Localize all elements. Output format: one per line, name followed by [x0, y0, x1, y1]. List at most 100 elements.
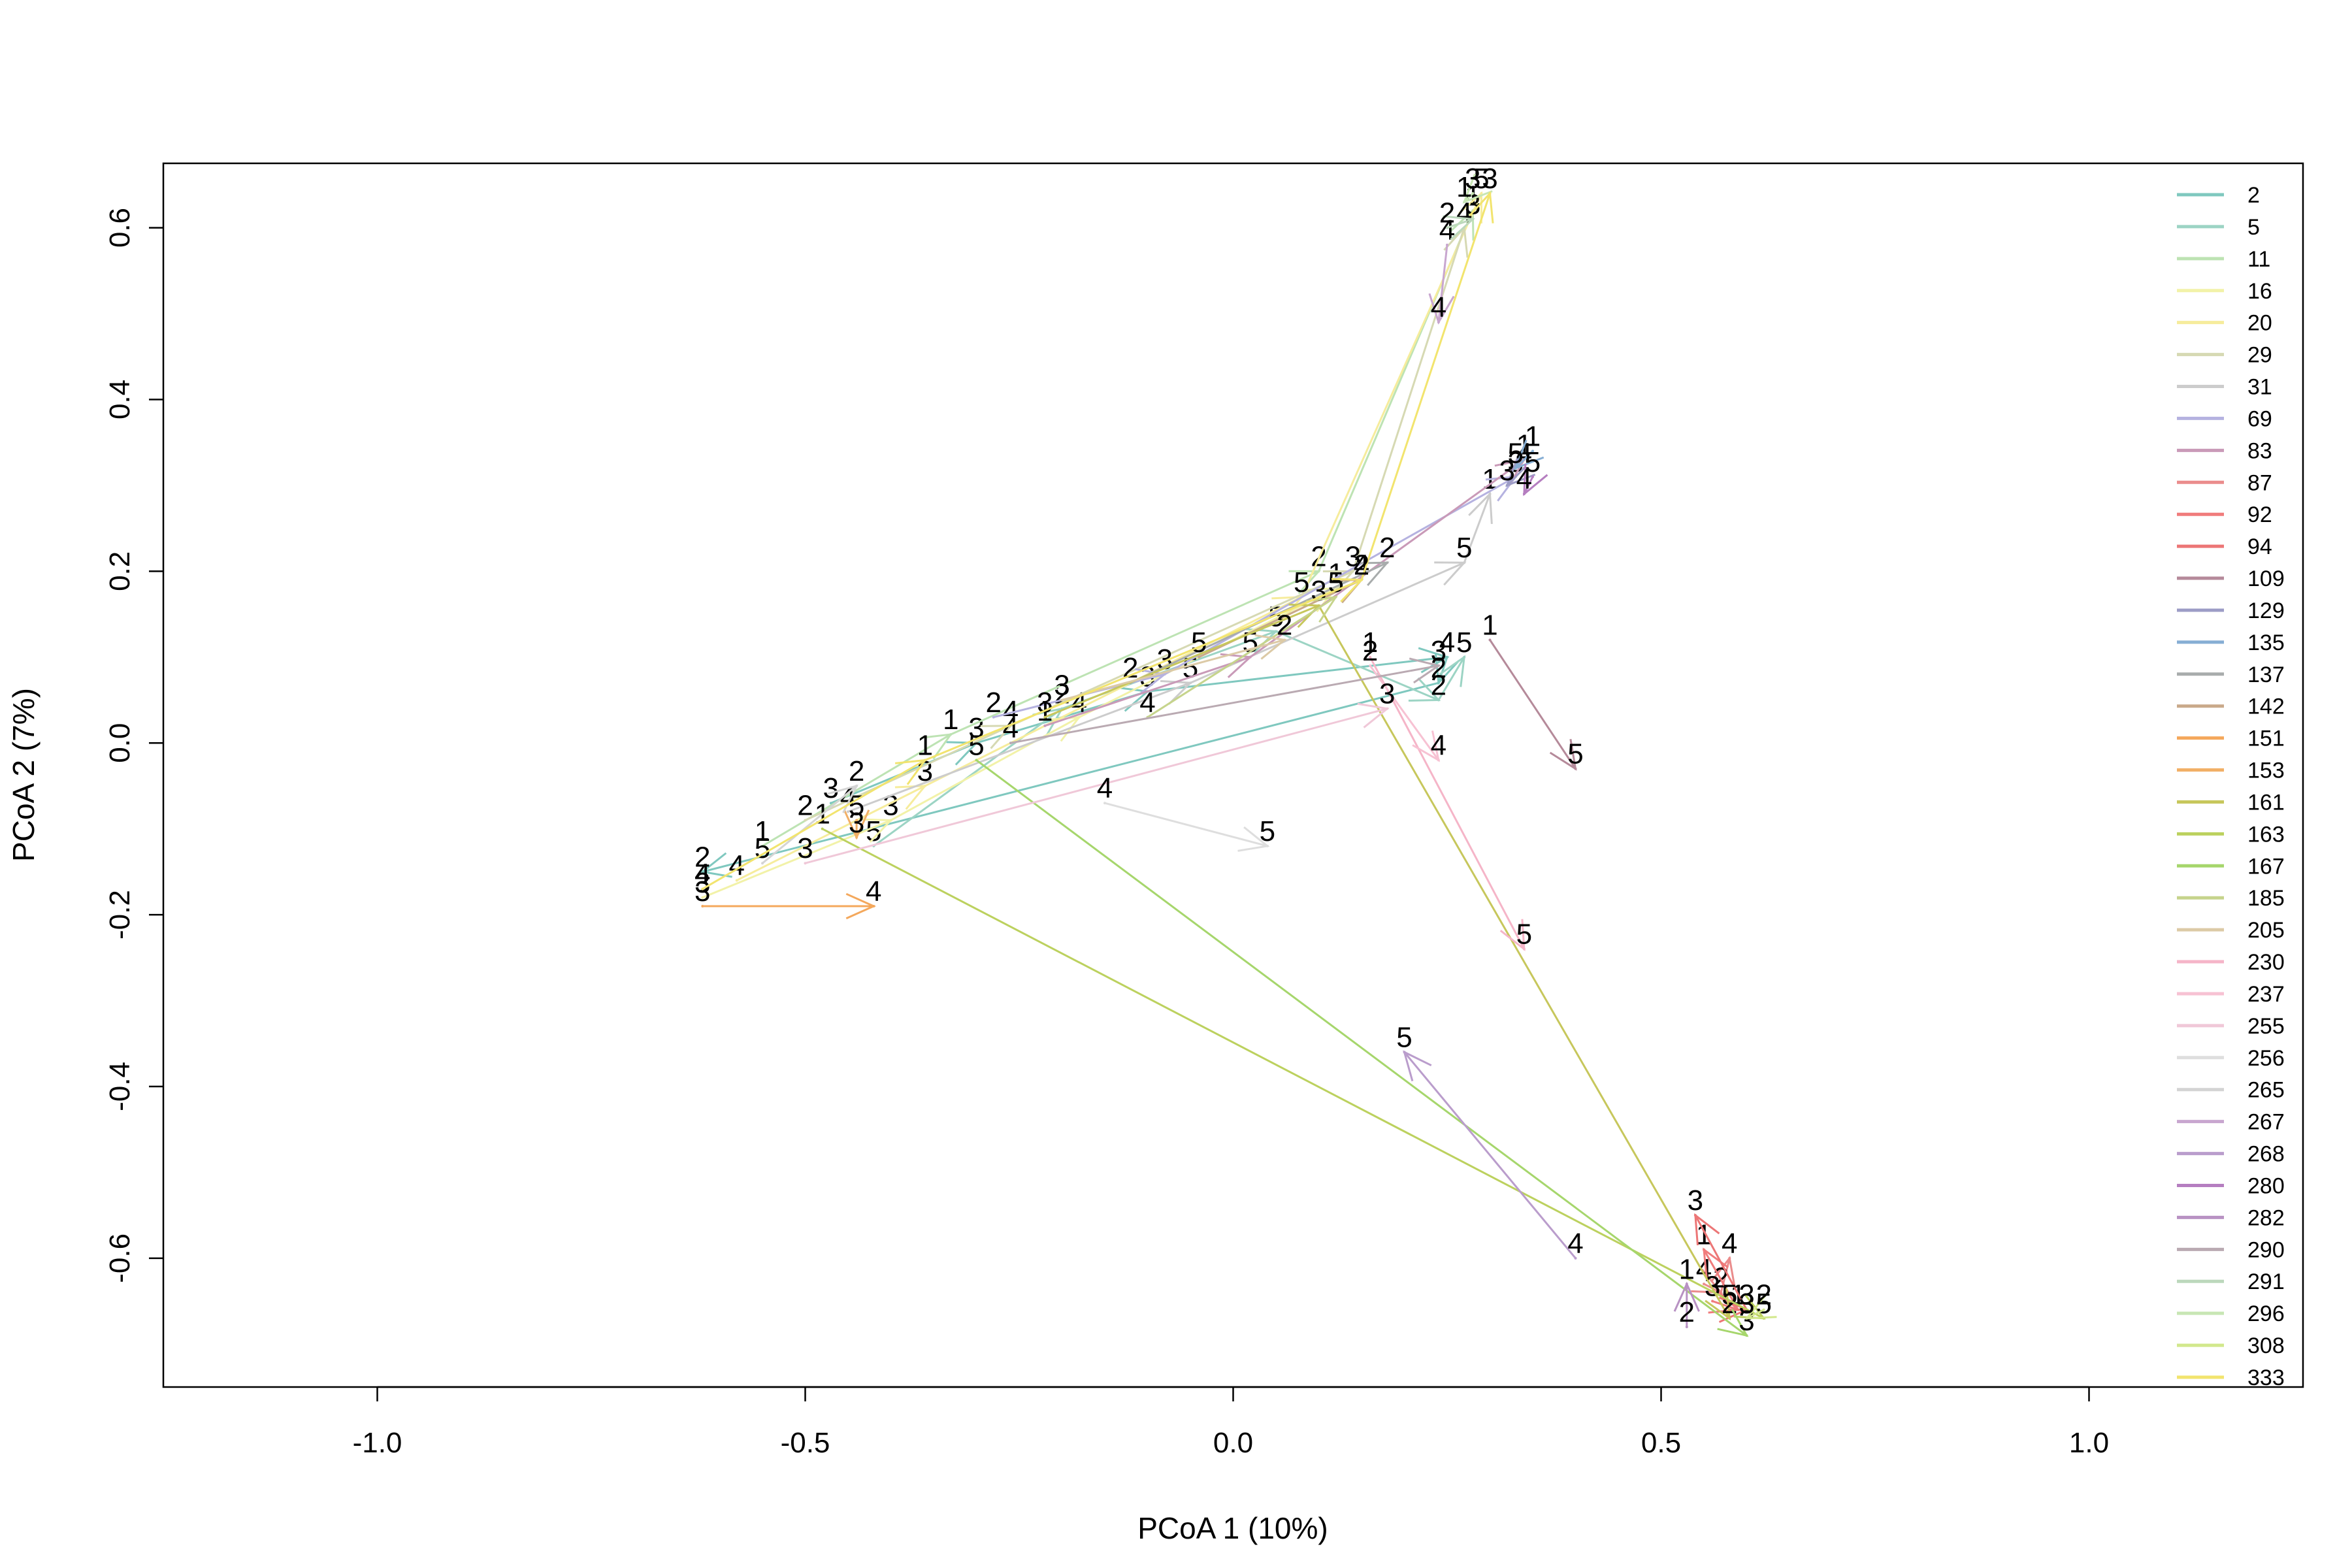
legend-label: 205	[2247, 918, 2285, 943]
data-point	[735, 879, 738, 882]
point-label: 5	[1473, 163, 1489, 195]
point-label: 3	[694, 867, 710, 899]
data-point	[1522, 493, 1526, 496]
point-label: 4	[1516, 463, 1532, 495]
point-label: 4	[1439, 214, 1455, 246]
series-282: 21	[1673, 1253, 1700, 1328]
data-point	[1745, 1316, 1748, 1320]
y-tick-label: 0.2	[104, 551, 136, 591]
legend-item: 20	[2177, 311, 2272, 336]
point-label: 2	[1679, 1296, 1695, 1328]
legend-label: 2	[2247, 183, 2260, 208]
trajectory-segment	[1720, 1258, 1731, 1293]
data-point	[701, 896, 704, 899]
data-point	[1685, 1282, 1688, 1286]
series-29: 2 4 3 4	[797, 197, 1472, 822]
data-point	[923, 759, 926, 762]
point-label: 3	[1739, 1288, 1754, 1320]
point-label: 3	[1379, 678, 1395, 710]
point-label: 4	[694, 858, 710, 890]
trajectory-segment	[1523, 476, 1534, 495]
data-point	[821, 827, 824, 830]
point-label: 2	[849, 755, 864, 787]
series-185: 45	[1139, 566, 1344, 719]
data-point	[1745, 1334, 1748, 1337]
series-94: 5 33	[1688, 1184, 1755, 1323]
data-point	[1369, 655, 1372, 659]
trajectory-segment	[1437, 657, 1448, 683]
data-point	[1317, 604, 1320, 607]
data-point	[701, 870, 704, 874]
legend-item: 185	[2177, 886, 2285, 911]
data-point	[1728, 1256, 1731, 1260]
legend-label: 280	[2247, 1173, 2285, 1198]
point-label: 4	[1431, 291, 1446, 323]
point-label: 2	[797, 790, 813, 822]
trajectory-segment	[762, 785, 858, 864]
x-tick-label: -1.0	[353, 1427, 402, 1459]
data-point	[1317, 570, 1320, 573]
trajectory-segment	[950, 570, 1320, 736]
point-label: 1	[1456, 171, 1472, 203]
data-point	[1728, 1316, 1731, 1320]
point-label: 5	[1567, 738, 1583, 770]
data-point	[1077, 715, 1081, 719]
legend-label: 185	[2247, 886, 2285, 911]
trajectory-segment	[1746, 1309, 1765, 1320]
point-label: 3	[1499, 455, 1514, 487]
data-point	[1043, 715, 1047, 719]
data-point	[1531, 449, 1534, 453]
data-point	[1471, 192, 1475, 195]
data-point	[1437, 664, 1440, 667]
data-point	[1463, 561, 1466, 564]
x-axis-title: PCoA 1 (10%)	[1137, 1511, 1328, 1545]
point-label: 5	[1456, 627, 1472, 659]
legend-label: 161	[2247, 790, 2285, 815]
trajectory-segment	[1446, 218, 1473, 229]
data-point	[1437, 698, 1440, 702]
legend-label: 109	[2247, 566, 2285, 591]
data-point	[1351, 570, 1354, 573]
point-label: 3	[1311, 575, 1326, 607]
data-point	[1386, 561, 1389, 564]
data-point	[1703, 1282, 1705, 1286]
x-tick-label: 0.0	[1213, 1427, 1253, 1459]
legend-label: 167	[2247, 854, 2285, 879]
legend-item: 265	[2177, 1078, 2285, 1103]
legend-label: 255	[2247, 1014, 2285, 1039]
point-label: 1	[943, 704, 958, 736]
point-label: 5	[1396, 1021, 1412, 1053]
legend-item: 267	[2177, 1110, 2285, 1135]
series-109: 15	[1482, 609, 1584, 771]
data-point	[1463, 655, 1466, 659]
series-153: 53	[843, 790, 870, 840]
legend-label: 87	[2247, 470, 2272, 495]
point-label: 3	[849, 807, 864, 839]
trajectory-segment	[702, 681, 1439, 873]
trajectory-segment	[1275, 630, 1439, 701]
point-label: 3	[1739, 1305, 1754, 1337]
legend-item: 161	[2177, 790, 2285, 815]
legend-label: 291	[2247, 1269, 2285, 1294]
data-point	[1403, 1051, 1406, 1054]
data-point	[1437, 681, 1440, 685]
legend-item: 163	[2177, 822, 2285, 847]
legend-label: 69	[2247, 406, 2272, 431]
data-point	[992, 715, 995, 719]
series-267: 44	[1428, 214, 1455, 325]
legend-label: 16	[2247, 279, 2272, 304]
point-label: 5	[1456, 532, 1472, 564]
data-point	[855, 784, 858, 787]
legend-item: 296	[2177, 1301, 2285, 1326]
data-point	[1266, 844, 1269, 847]
x-tick-label: -0.5	[781, 1427, 830, 1459]
legend-item: 135	[2177, 630, 2285, 655]
legend-item: 333	[2177, 1365, 2285, 1390]
x-axis: -1.0 -0.5 0.0 0.5 1.0	[353, 1386, 2109, 1459]
point-label: 1	[1679, 1253, 1695, 1285]
data-point	[1198, 655, 1201, 659]
point-label: 2	[1354, 549, 1369, 581]
point-label: 1	[1525, 420, 1541, 452]
